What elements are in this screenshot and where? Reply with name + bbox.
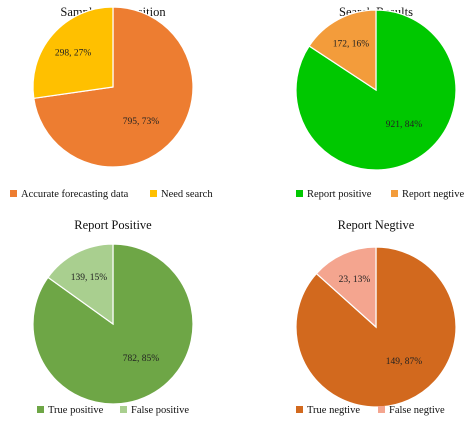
legend-label: False positive — [131, 405, 189, 416]
data-label: 298, 27% — [55, 48, 92, 58]
data-label: 795, 73% — [123, 117, 160, 127]
legend-label: True positive — [48, 405, 104, 416]
data-label: 23, 13% — [339, 275, 371, 285]
legend-label: Report positive — [307, 189, 372, 200]
legend-label: Need search — [161, 189, 213, 200]
pie-slice — [315, 246, 377, 329]
legend-label: Report negtive — [402, 189, 464, 200]
legend-swatch — [37, 406, 44, 413]
pie-chart-4: Report Negtive 149, 87% 23, 13% True negtiv… — [295, 218, 457, 416]
legend-swatch — [378, 406, 385, 413]
pie-chart-1: Sample Composition795, 73%298, 27%Accura… — [10, 5, 213, 200]
legend-swatch — [296, 406, 303, 413]
data-label: 149, 87% — [386, 357, 423, 367]
legend-label: True negtive — [307, 405, 360, 416]
legend-label: Accurate forecasting data — [21, 189, 129, 200]
legend-label: False negtive — [389, 405, 445, 416]
data-label: 139, 15% — [71, 273, 108, 283]
chart-title: Report Positive — [74, 218, 152, 232]
data-label: 172, 16% — [333, 40, 370, 50]
legend-swatch — [391, 190, 398, 197]
pie-slice — [47, 243, 114, 326]
legend-swatch — [120, 406, 127, 413]
data-label: 782, 85% — [123, 354, 160, 364]
legend-swatch — [296, 190, 303, 197]
legend-swatch — [10, 190, 17, 197]
pie-slice — [32, 6, 114, 100]
pie-slice — [308, 9, 377, 92]
chart-title: Report Negtive — [338, 218, 415, 232]
pie-chart-2: Search Results921, 84%172, 16%Report pos… — [295, 5, 464, 200]
data-label: 921, 84% — [386, 120, 423, 130]
pie-chart-3: Report Positive 782, 85% 139, 15% True posi… — [32, 218, 194, 416]
legend-swatch — [150, 190, 157, 197]
